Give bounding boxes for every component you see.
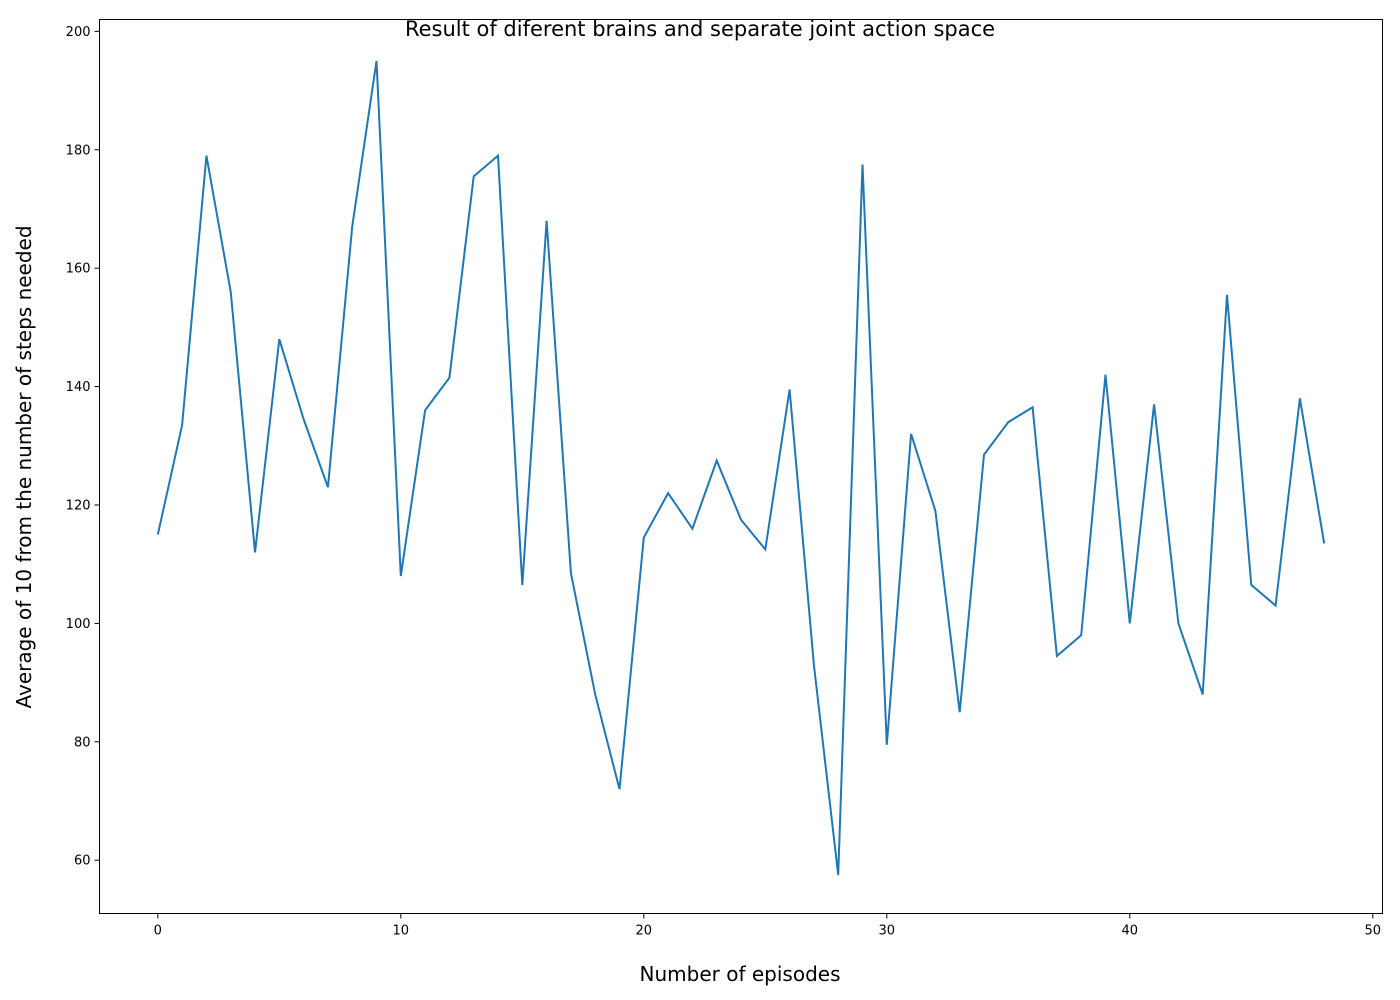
- y-tick-label: 80: [74, 735, 91, 750]
- y-tick-label: 140: [66, 380, 91, 395]
- x-axis-label: Number of episodes: [640, 962, 841, 986]
- y-tick-label: 160: [66, 262, 91, 277]
- chart-title: Result of diferent brains and separate j…: [405, 17, 995, 41]
- x-tick-label: 30: [879, 924, 896, 939]
- y-tick-label: 200: [66, 25, 91, 40]
- y-axis-label: Average of 10 from the number of steps n…: [12, 225, 36, 708]
- y-tick-label: 120: [66, 498, 91, 513]
- y-tick-label: 60: [74, 854, 91, 869]
- x-tick-label: 20: [636, 924, 653, 939]
- y-tick-label: 180: [66, 143, 91, 158]
- y-tick-label: 100: [66, 617, 91, 632]
- series-line: [156, 60, 1326, 876]
- x-tick-label: 10: [393, 924, 410, 939]
- x-tick-label: 40: [1122, 924, 1139, 939]
- x-tick-label: 0: [154, 924, 162, 939]
- x-tick-label: 50: [1365, 924, 1382, 939]
- plot-frame: [99, 19, 1383, 914]
- tick-group: 0 10 20 30 40 50 60 80 100 120 140 160 180 200: [66, 25, 1381, 939]
